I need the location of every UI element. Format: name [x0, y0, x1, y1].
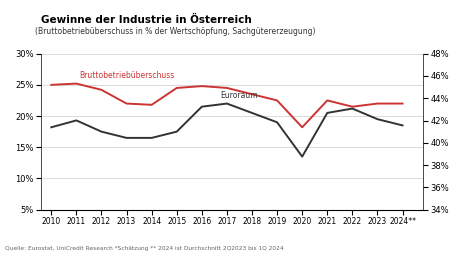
Text: Bruttobetriebüberschuss: Bruttobetriebüberschuss	[79, 71, 174, 80]
Text: Bruttobetriebüberschuss inkl.
Abschreibung* (rechte Skala): Bruttobetriebüberschuss inkl. Abschreibu…	[0, 253, 1, 254]
Text: Gewinne der Industrie in Österreich: Gewinne der Industrie in Österreich	[41, 15, 251, 25]
Text: Euroraum: Euroraum	[220, 91, 258, 100]
Text: Euroraum* (rechte Skala): Euroraum* (rechte Skala)	[0, 253, 1, 254]
Text: (Bruttobetriebüberschuss in % der Wertschöpfung, Sachgütererzeugung): (Bruttobetriebüberschuss in % der Wertsc…	[35, 27, 315, 36]
Text: Quelle: Eurostat, UniCredit Research *Schätzung ** 2024 ist Durchschnitt 2Q2023 : Quelle: Eurostat, UniCredit Research *Sc…	[5, 246, 282, 251]
